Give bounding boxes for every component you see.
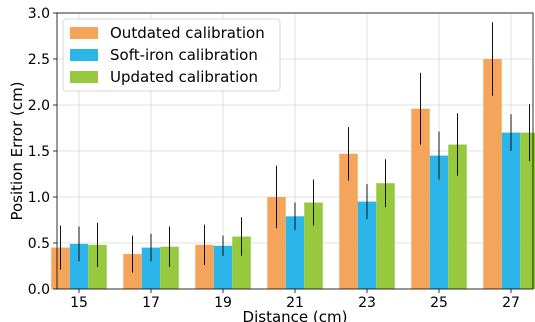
y-tick-label: 0.5: [28, 236, 50, 252]
x-tick-label: 21: [286, 295, 304, 311]
legend-label: Outdated calibration: [110, 24, 265, 42]
error-bars: [60, 22, 530, 273]
bar: [195, 244, 214, 289]
legend-label: Updated calibration: [110, 68, 258, 86]
bar: [160, 246, 179, 289]
bar: [339, 153, 358, 289]
bar: [69, 243, 89, 289]
bar: [429, 155, 449, 289]
bar: [501, 132, 521, 289]
bars: [51, 59, 535, 290]
x-tick-label: 23: [358, 295, 376, 311]
bar: [267, 197, 286, 289]
bar: [357, 201, 377, 289]
x-tick-label: 25: [430, 295, 448, 311]
y-tick-label: 1.0: [28, 190, 50, 206]
bar: [285, 216, 305, 289]
x-tick-label: 27: [502, 295, 520, 311]
bar: [141, 247, 161, 289]
legend-swatch: [70, 71, 98, 83]
bar: [232, 236, 251, 289]
legend-box: [62, 18, 281, 92]
x-axis-label: Distance (cm): [243, 308, 348, 322]
y-axis-label: Position Error (cm): [8, 81, 26, 220]
y-tick-label: 3.0: [28, 6, 50, 22]
x-tick-label: 17: [142, 295, 160, 311]
y-tick-label: 1.5: [28, 144, 50, 160]
x-axis-ticks: 15 17 19 21 23 25 27: [70, 289, 520, 311]
legend-swatch: [70, 49, 98, 61]
bar: [520, 132, 535, 289]
y-tick-label: 0.0: [28, 282, 50, 298]
legend: Outdated calibration Soft-iron calibratio…: [62, 18, 281, 92]
bar: [376, 183, 395, 289]
y-tick-label: 2.5: [28, 52, 50, 68]
legend-swatch: [70, 27, 98, 39]
bar: [483, 59, 502, 289]
bar: [213, 245, 233, 289]
y-tick-label: 2.0: [28, 98, 50, 114]
x-tick-label: 15: [70, 295, 88, 311]
bar: [448, 144, 467, 289]
y-axis-ticks: 0.0 0.5 1.0 1.5 2.0 2.5 3.0: [28, 6, 57, 298]
bar: [411, 108, 430, 290]
bar: [304, 202, 323, 289]
legend-label: Soft-iron calibration: [110, 46, 258, 64]
x-tick-label: 19: [214, 295, 232, 311]
